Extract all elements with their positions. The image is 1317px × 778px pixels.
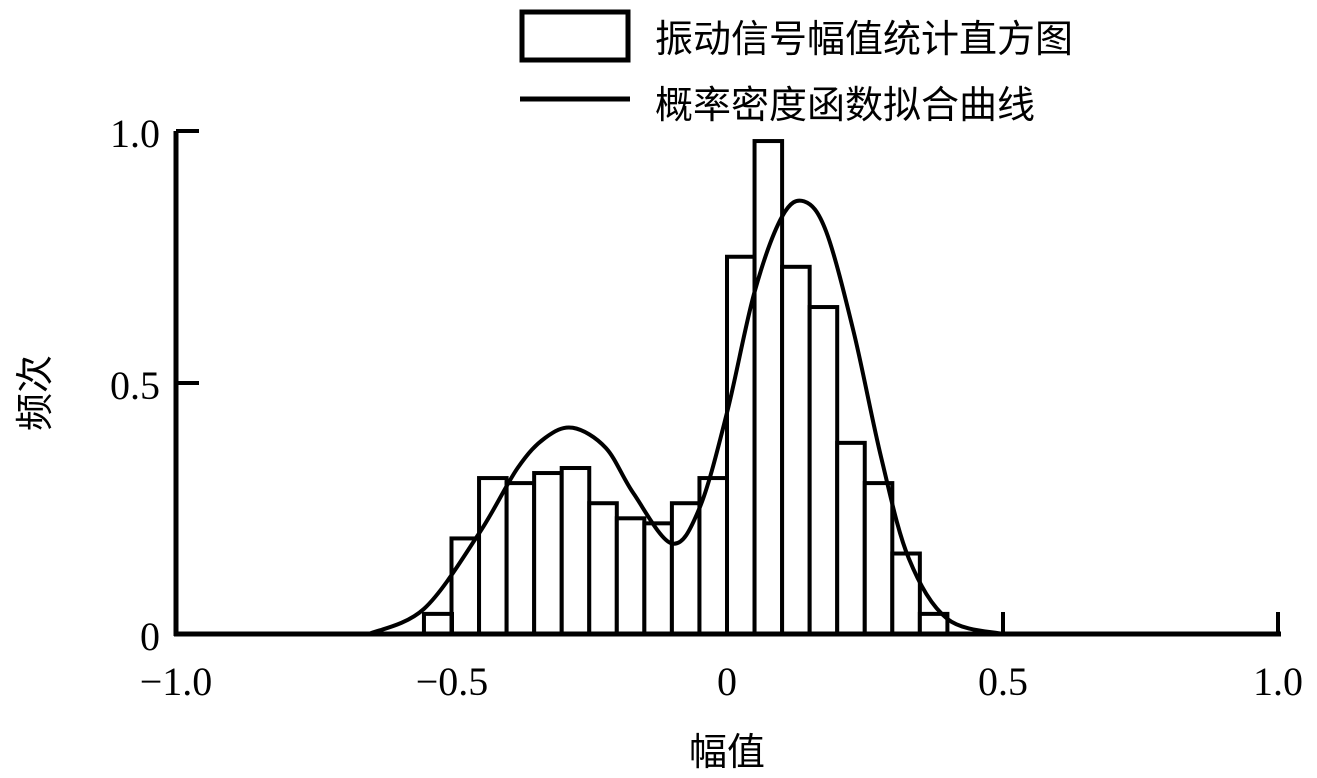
histogram-bar [862,481,895,636]
histogram-bar [807,305,840,636]
x-tick-neg1: −1.0 [140,659,213,704]
histogram-bar [780,264,812,636]
histogram-bar [890,551,922,637]
histogram-bar [559,466,592,637]
legend-hist-label: 振动信号幅值统计直方图 [655,17,1073,61]
histogram-bar [835,440,867,636]
pdf-fit-curve [368,198,1004,636]
histogram-bar [504,481,537,636]
histogram-bars [421,139,950,637]
legend-curve-label: 概率密度函数拟合曲线 [655,83,1035,127]
histogram-bar [614,516,647,636]
x-tick-05: 0.5 [978,659,1028,704]
x-axis-label: 幅值 [689,730,765,774]
x-tick-0: 0 [717,659,737,704]
y-tick-0: 0 [140,614,160,659]
y-axis-label: 频次 [13,355,57,431]
histogram-bar [477,476,509,636]
histogram-bar [669,501,702,636]
x-tick-1: 1.0 [1253,659,1303,704]
histogram-bar [532,471,564,637]
x-tick-neg05: −0.5 [416,659,489,704]
y-tick-0.5: 0.5 [110,363,160,408]
histogram-bar [421,611,454,637]
histogram-bar [587,501,619,636]
y-tick-1.0: 1.0 [110,111,160,156]
legend-hist-swatch [519,9,631,63]
histogram-bar [752,139,785,636]
